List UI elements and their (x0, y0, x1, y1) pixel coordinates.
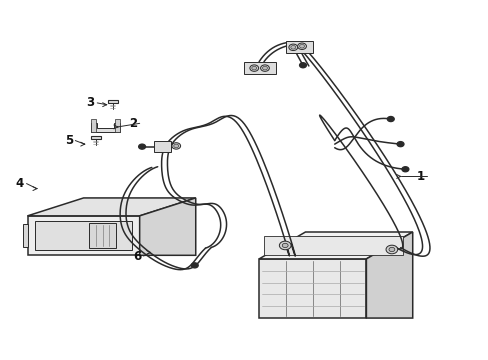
Circle shape (282, 243, 287, 248)
Text: 5: 5 (64, 134, 73, 147)
Polygon shape (154, 141, 171, 152)
Circle shape (299, 44, 304, 48)
Circle shape (386, 117, 393, 122)
Polygon shape (91, 136, 101, 139)
Text: 4: 4 (16, 177, 24, 190)
Polygon shape (35, 221, 132, 250)
Polygon shape (91, 119, 96, 132)
Circle shape (171, 143, 180, 149)
Polygon shape (108, 100, 118, 103)
Polygon shape (259, 232, 412, 259)
Circle shape (279, 241, 290, 250)
Circle shape (173, 144, 178, 148)
Circle shape (388, 247, 394, 252)
Circle shape (297, 43, 306, 49)
Circle shape (249, 65, 258, 71)
Polygon shape (89, 223, 116, 248)
Polygon shape (366, 232, 412, 318)
Polygon shape (27, 198, 195, 216)
Circle shape (262, 66, 267, 70)
Polygon shape (22, 224, 27, 247)
Circle shape (251, 66, 256, 70)
Text: 2: 2 (129, 117, 137, 130)
Circle shape (139, 144, 145, 149)
Polygon shape (91, 123, 120, 132)
Circle shape (299, 63, 306, 68)
Circle shape (288, 44, 297, 50)
Polygon shape (259, 259, 366, 318)
Polygon shape (263, 236, 403, 255)
Circle shape (260, 65, 269, 71)
Circle shape (191, 263, 198, 268)
Circle shape (290, 45, 295, 49)
Polygon shape (115, 119, 120, 132)
Text: 1: 1 (416, 170, 424, 183)
Polygon shape (285, 41, 312, 53)
Text: 3: 3 (86, 96, 95, 109)
Circle shape (401, 167, 408, 172)
Circle shape (396, 141, 403, 147)
Polygon shape (140, 198, 195, 255)
Polygon shape (244, 62, 276, 74)
Circle shape (385, 245, 397, 254)
Polygon shape (27, 216, 140, 255)
Text: 6: 6 (133, 249, 141, 262)
